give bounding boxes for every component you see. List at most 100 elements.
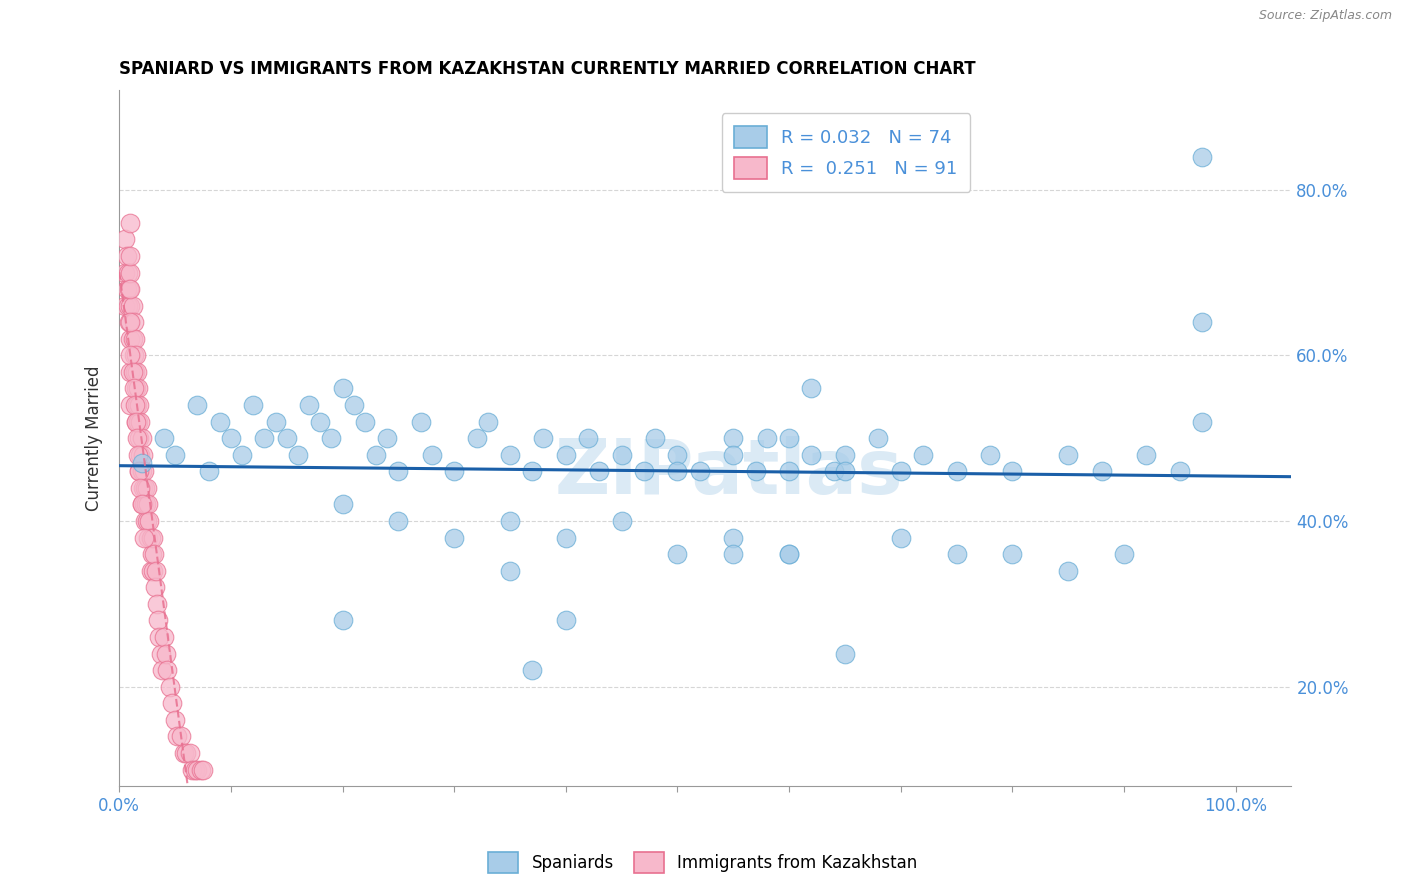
Point (689, 464, 711, 478)
Point (276, 431, 298, 445)
Point (588, 464, 610, 478)
Point (139, 564, 162, 578)
Point (834, 647, 856, 661)
Point (387, 514, 409, 528)
Point (219, 431, 242, 445)
Point (522, 663, 544, 677)
Point (287, 448, 309, 462)
Point (723, 531, 745, 545)
Point (128, 431, 150, 445)
Point (321, 431, 343, 445)
Point (576, 431, 599, 445)
Point (124, 398, 146, 412)
Point (134, 514, 156, 528)
Point (142, 564, 165, 578)
Point (128, 464, 150, 478)
Point (610, 448, 633, 462)
Point (409, 415, 432, 429)
Point (129, 481, 152, 495)
Point (135, 498, 157, 512)
Point (127, 415, 149, 429)
Point (120, 332, 142, 346)
Point (146, 597, 169, 611)
Point (666, 464, 689, 478)
Point (150, 663, 173, 677)
Point (755, 431, 778, 445)
Point (131, 498, 153, 512)
Point (120, 348, 142, 362)
Point (834, 464, 856, 478)
Point (477, 415, 499, 429)
Point (136, 531, 159, 545)
Point (208, 415, 231, 429)
Point (136, 498, 159, 512)
Point (114, 232, 136, 246)
Point (120, 282, 142, 296)
Point (114, 299, 136, 313)
Text: SPANIARD VS IMMIGRANTS FROM KAZAKHSTAN CURRENTLY MARRIED CORRELATION CHART: SPANIARD VS IMMIGRANTS FROM KAZAKHSTAN C… (120, 60, 976, 78)
Point (332, 382, 354, 396)
Point (125, 415, 148, 429)
Point (979, 448, 1001, 462)
Point (666, 547, 689, 561)
Point (128, 464, 150, 478)
Point (124, 332, 146, 346)
Point (666, 448, 689, 462)
Point (1091, 464, 1114, 478)
Point (1168, 464, 1191, 478)
Point (242, 398, 264, 412)
Point (165, 448, 187, 462)
Point (778, 547, 800, 561)
Point (118, 282, 141, 296)
Point (180, 763, 202, 777)
Point (127, 382, 149, 396)
Point (1191, 315, 1213, 329)
Point (554, 448, 576, 462)
Point (127, 431, 149, 445)
Point (145, 564, 167, 578)
Point (186, 398, 208, 412)
Point (778, 431, 800, 445)
Point (132, 531, 155, 545)
Point (125, 382, 148, 396)
Point (160, 696, 183, 710)
Point (723, 448, 745, 462)
Point (121, 365, 143, 379)
Point (134, 481, 156, 495)
Point (115, 249, 138, 263)
Point (499, 564, 522, 578)
Point (499, 514, 522, 528)
Point (332, 498, 354, 512)
Point (136, 481, 159, 495)
Point (159, 680, 181, 694)
Point (125, 348, 148, 362)
Point (253, 431, 276, 445)
Point (354, 415, 377, 429)
Point (1112, 547, 1135, 561)
Point (139, 531, 162, 545)
Point (332, 614, 354, 628)
Point (890, 531, 912, 545)
Point (186, 763, 208, 777)
Point (131, 464, 153, 478)
Point (120, 365, 142, 379)
Point (122, 382, 145, 396)
Point (190, 763, 212, 777)
Point (364, 448, 387, 462)
Legend: R = 0.032   N = 74, R =  0.251   N = 91: R = 0.032 N = 74, R = 0.251 N = 91 (721, 113, 970, 192)
Point (264, 415, 287, 429)
Point (1191, 149, 1213, 163)
Point (420, 448, 443, 462)
Point (141, 547, 163, 561)
Point (149, 647, 172, 661)
Point (387, 464, 409, 478)
Point (120, 299, 142, 313)
Point (142, 531, 165, 545)
Point (129, 415, 152, 429)
Point (554, 614, 576, 628)
Point (1135, 448, 1157, 462)
Point (945, 464, 967, 478)
Point (131, 431, 153, 445)
Point (114, 266, 136, 280)
Point (129, 448, 152, 462)
